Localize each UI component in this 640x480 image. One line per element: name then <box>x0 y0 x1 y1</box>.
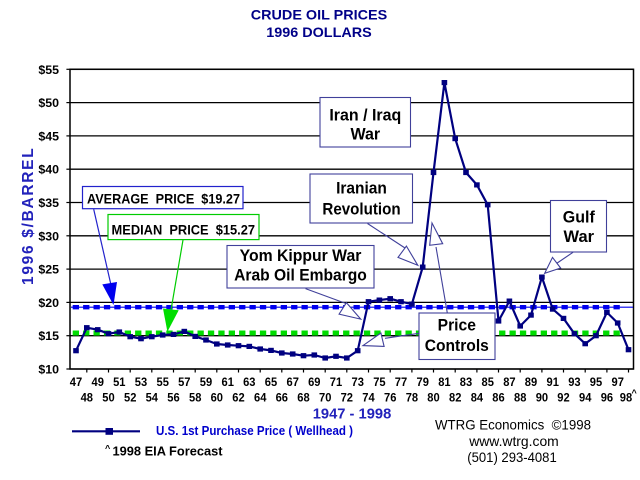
svg-text:51: 51 <box>113 375 126 389</box>
svg-text:Revolution: Revolution <box>322 201 400 219</box>
svg-text:65: 65 <box>265 375 278 389</box>
svg-text:^: ^ <box>632 388 638 398</box>
svg-text:61: 61 <box>222 375 235 389</box>
svg-text:$40: $40 <box>38 163 59 177</box>
svg-text:54: 54 <box>146 390 159 404</box>
svg-text:97: 97 <box>612 375 625 389</box>
svg-text:73: 73 <box>352 375 365 389</box>
svg-text:98: 98 <box>620 390 633 404</box>
svg-text:$30: $30 <box>38 229 59 243</box>
svg-text:$20: $20 <box>38 296 59 310</box>
svg-text:64: 64 <box>254 390 267 404</box>
svg-text:U.S. 1st Purchase Price ( Well: U.S. 1st Purchase Price ( Wellhead ) <box>156 424 353 438</box>
svg-text:55: 55 <box>157 375 170 389</box>
svg-text:86: 86 <box>492 390 505 404</box>
svg-text:WTRG Economics ©1998: WTRG Economics ©1998 <box>435 418 591 433</box>
svg-text:95: 95 <box>590 375 603 389</box>
svg-text:66: 66 <box>276 390 289 404</box>
svg-text:1998 EIA Forecast: 1998 EIA Forecast <box>113 443 224 458</box>
svg-text:78: 78 <box>406 390 419 404</box>
svg-text:75: 75 <box>373 375 386 389</box>
svg-text:1947 - 1998: 1947 - 1998 <box>313 407 392 423</box>
svg-text:Iranian: Iranian <box>336 180 387 198</box>
svg-text:92: 92 <box>557 390 570 404</box>
svg-text:60: 60 <box>211 390 224 404</box>
svg-text:War: War <box>350 126 380 144</box>
svg-text:48: 48 <box>81 390 94 404</box>
svg-text:AVERAGE PRICE $19.27: AVERAGE PRICE $19.27 <box>87 190 240 206</box>
svg-text:84: 84 <box>471 390 484 404</box>
svg-text:96: 96 <box>601 390 614 404</box>
svg-text:67: 67 <box>287 375 300 389</box>
svg-text:$10: $10 <box>38 363 59 377</box>
svg-text:53: 53 <box>135 375 148 389</box>
svg-text:49: 49 <box>92 375 105 389</box>
svg-text:50: 50 <box>102 390 115 404</box>
svg-text:77: 77 <box>395 375 408 389</box>
svg-text:88: 88 <box>514 390 527 404</box>
svg-text:Controls: Controls <box>425 337 489 355</box>
svg-text:85: 85 <box>482 375 495 389</box>
svg-text:58: 58 <box>189 390 202 404</box>
svg-text:Gulf: Gulf <box>563 208 595 226</box>
svg-text:94: 94 <box>579 390 592 404</box>
svg-text:^: ^ <box>105 444 111 454</box>
svg-text:81: 81 <box>438 375 451 389</box>
svg-text:War: War <box>564 228 595 246</box>
svg-text:1996 DOLLARS: 1996 DOLLARS <box>266 24 372 40</box>
svg-text:63: 63 <box>243 375 256 389</box>
svg-text:52: 52 <box>124 390 137 404</box>
svg-text:47: 47 <box>70 375 83 389</box>
svg-text:69: 69 <box>308 375 321 389</box>
svg-text:91: 91 <box>547 375 560 389</box>
svg-text:$15: $15 <box>38 329 59 343</box>
svg-text:www.wtrg.com: www.wtrg.com <box>468 434 559 449</box>
svg-text:68: 68 <box>297 390 310 404</box>
svg-text:Arab Oil Embargo: Arab Oil Embargo <box>234 266 367 284</box>
svg-text:87: 87 <box>503 375 516 389</box>
svg-text:Yom Kippur War: Yom Kippur War <box>240 247 362 265</box>
svg-text:1996 $/BARREL: 1996 $/BARREL <box>20 147 37 285</box>
svg-text:$50: $50 <box>38 96 59 110</box>
svg-text:76: 76 <box>384 390 397 404</box>
svg-text:82: 82 <box>449 390 462 404</box>
svg-text:(501) 293-4081: (501) 293-4081 <box>467 450 557 465</box>
svg-text:56: 56 <box>167 390 180 404</box>
svg-text:$35: $35 <box>38 196 59 210</box>
svg-text:MEDIAN PRICE $15.27: MEDIAN PRICE $15.27 <box>112 221 256 237</box>
svg-text:74: 74 <box>362 390 375 404</box>
svg-text:79: 79 <box>417 375 430 389</box>
svg-text:Price: Price <box>438 317 476 335</box>
svg-text:$25: $25 <box>38 263 59 277</box>
svg-text:59: 59 <box>200 375 213 389</box>
svg-text:Iran / Iraq: Iran / Iraq <box>329 106 401 124</box>
svg-text:89: 89 <box>525 375 538 389</box>
svg-text:57: 57 <box>178 375 191 389</box>
svg-text:93: 93 <box>568 375 581 389</box>
svg-text:70: 70 <box>319 390 332 404</box>
svg-text:80: 80 <box>427 390 440 404</box>
svg-text:62: 62 <box>232 390 245 404</box>
svg-text:72: 72 <box>341 390 354 404</box>
svg-text:$45: $45 <box>38 129 59 143</box>
svg-text:90: 90 <box>536 390 549 404</box>
svg-text:71: 71 <box>330 375 343 389</box>
svg-text:83: 83 <box>460 375 473 389</box>
svg-text:CRUDE OIL PRICES: CRUDE OIL PRICES <box>251 6 388 22</box>
svg-text:$55: $55 <box>38 63 59 77</box>
